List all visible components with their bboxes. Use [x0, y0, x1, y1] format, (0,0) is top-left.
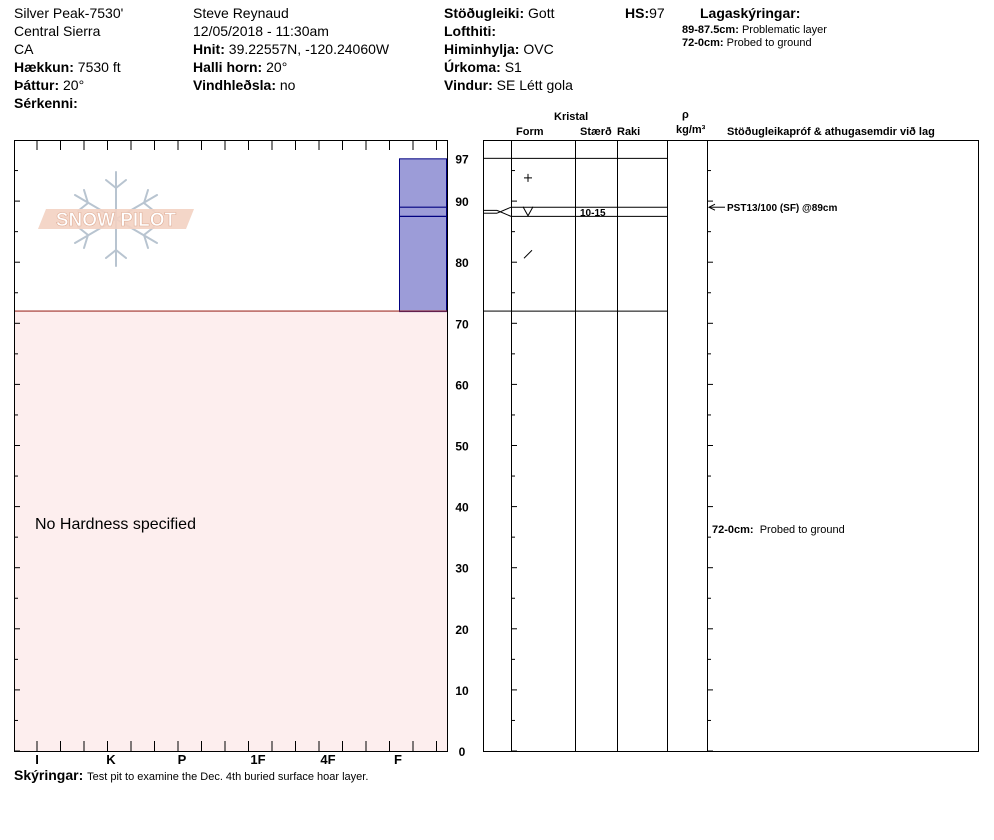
- observation-datetime: 12/05/2018 - 11:30am: [193, 23, 329, 39]
- hardness-plot: I K P 1F 4F F: [14, 140, 448, 767]
- form-symbol-decomposing: [523, 249, 533, 259]
- depth-tick-label: 40: [455, 501, 469, 515]
- probed-region: [15, 311, 447, 751]
- top-tick-marks: [36, 140, 437, 150]
- stability-field: Stöðugleiki: Gott: [444, 4, 554, 22]
- hs-field: HS:97: [625, 4, 665, 22]
- aspect-label: Þáttur:: [14, 77, 60, 93]
- left-tick-marks: [14, 170, 20, 752]
- depth-tick-label: 90: [455, 195, 469, 209]
- stability-value: Gott: [528, 5, 555, 21]
- hardness-scale-label: K: [106, 752, 116, 767]
- coords-label: Hnit:: [193, 41, 225, 57]
- form-symbol-surface-hoar: [522, 206, 534, 217]
- precip-label: Úrkoma:: [444, 59, 501, 75]
- depth-axis: 0 10 20 30 40 50 60 70 80 90 97: [455, 152, 713, 759]
- no-hardness-label: No Hardness specified: [35, 516, 196, 533]
- footer-comments: Skýringar: Test pit to examine the Dec. …: [14, 766, 368, 784]
- crystal-header: Kristal: [554, 111, 589, 123]
- elevation-field: Hækkun: 7530 ft: [14, 58, 121, 76]
- hardness-scale-label: I: [35, 752, 39, 767]
- wind-loading-field: Vindhleðsla: no: [193, 76, 295, 94]
- features-field: Sérkenni:: [14, 94, 78, 112]
- layer-note-text: Problematic layer: [741, 24, 827, 36]
- coords-value: 39.22557N, -120.24060W: [228, 41, 390, 57]
- test-results: PST13/100 (SF) @89cm: [707, 203, 837, 214]
- layer-note-range: 72-0cm:: [682, 37, 724, 49]
- state: CA: [14, 41, 34, 57]
- sky-label: Himinhylja:: [444, 41, 520, 57]
- slope-value: 20°: [266, 59, 288, 75]
- layer-note: 72-0cm: Probed to ground: [682, 37, 812, 50]
- form-header: Form: [516, 126, 544, 138]
- mountain-range: Central Sierra: [14, 23, 101, 39]
- comments-label: Skýringar:: [14, 767, 84, 783]
- bottom-tick-marks: I K P 1F 4F F: [35, 741, 437, 767]
- depth-tick-label: 0: [459, 745, 466, 759]
- size-header: Stærð: [580, 126, 612, 138]
- hardness-scale-label: 1F: [250, 752, 265, 767]
- location-name: Silver Peak-7530': [14, 5, 124, 21]
- hs-value: 97: [649, 5, 665, 21]
- aspect-value: 20°: [63, 77, 85, 93]
- layer-notes-title: Lagaskýringar:: [700, 5, 801, 21]
- air-temp-field: Lofthiti:: [444, 22, 496, 40]
- rho-header: ρ: [682, 109, 689, 121]
- layer-table: 10-15 PST13/100 (SF) @89cm: [483, 140, 979, 752]
- wind-loading-value: no: [279, 77, 296, 93]
- comments-text: Test pit to examine the Dec. 4th buried …: [87, 771, 369, 783]
- depth-connector: [496, 206, 512, 214]
- depth-tick-label: 20: [455, 623, 469, 637]
- hardness-scale-label: F: [394, 752, 402, 767]
- depth-tick-label: 10: [455, 684, 469, 698]
- layer-comment-text: Probed to ground: [759, 524, 845, 537]
- elevation-value: 7530 ft: [77, 59, 121, 75]
- layer-note-range: 89-87.5cm:: [682, 24, 739, 36]
- snowpilot-logo: SNOW PILOT: [38, 171, 194, 267]
- layer-comment: 72-0cm: Probed to ground: [712, 524, 845, 537]
- layer-note: 89-87.5cm: Problematic layer: [682, 24, 827, 37]
- depth-connector: [496, 209, 512, 217]
- hardness-bar: [399, 158, 447, 313]
- slope-field: Halli horn: 20°: [193, 58, 287, 76]
- stability-label: Stöðugleiki:: [444, 5, 525, 21]
- snowpilot-logo-text: SNOW PILOT: [56, 210, 177, 231]
- wind-loading-label: Vindhleðsla:: [193, 77, 276, 93]
- slope-label: Halli horn:: [193, 59, 263, 75]
- layer-lines: [483, 157, 667, 312]
- hardness-scale-label: P: [178, 752, 187, 767]
- coords-field: Hnit: 39.22557N, -120.24060W: [193, 40, 389, 58]
- layer-rows: 10-15: [522, 173, 606, 259]
- depth-tick-label: 50: [455, 440, 469, 454]
- hardness-scale-label: 4F: [320, 752, 335, 767]
- air-temp-label: Lofthiti:: [444, 23, 497, 39]
- elevation-label: Hækkun:: [14, 59, 74, 75]
- depth-tick-label: 30: [455, 562, 469, 576]
- precip-field: Úrkoma: S1: [444, 58, 522, 76]
- observer-name: Steve Reynaud: [193, 5, 289, 21]
- test-arrow-head: [707, 203, 716, 211]
- crystal-size: 10-15: [580, 208, 606, 219]
- density-unit-header: kg/m³: [676, 124, 706, 136]
- wind-label: Vindur:: [444, 77, 493, 93]
- aspect-field: Þáttur: 20°: [14, 76, 84, 94]
- depth-tick-label: 80: [455, 256, 469, 270]
- hs-label: HS:: [625, 5, 650, 21]
- moisture-header: Raki: [617, 126, 641, 138]
- hs-tick-label: 97: [455, 152, 469, 166]
- sky-field: Himinhylja: OVC: [444, 40, 554, 58]
- layer-note-text: Probed to ground: [726, 37, 812, 49]
- sky-value: OVC: [523, 41, 554, 57]
- layer-table-frame: [483, 140, 979, 752]
- layer-comment-range: 72-0cm:: [712, 524, 754, 537]
- wind-value: SE Létt gola: [496, 77, 573, 93]
- precip-value: S1: [504, 59, 522, 75]
- depth-tick-label: 70: [455, 317, 469, 331]
- features-label: Sérkenni:: [14, 95, 78, 111]
- wind-field: Vindur: SE Létt gola: [444, 76, 573, 94]
- test-result: PST13/100 (SF) @89cm: [727, 203, 837, 214]
- depth-tick-label: 60: [455, 378, 469, 392]
- tests-header: Stöðugleikapróf & athugasemdir við lag: [727, 126, 935, 138]
